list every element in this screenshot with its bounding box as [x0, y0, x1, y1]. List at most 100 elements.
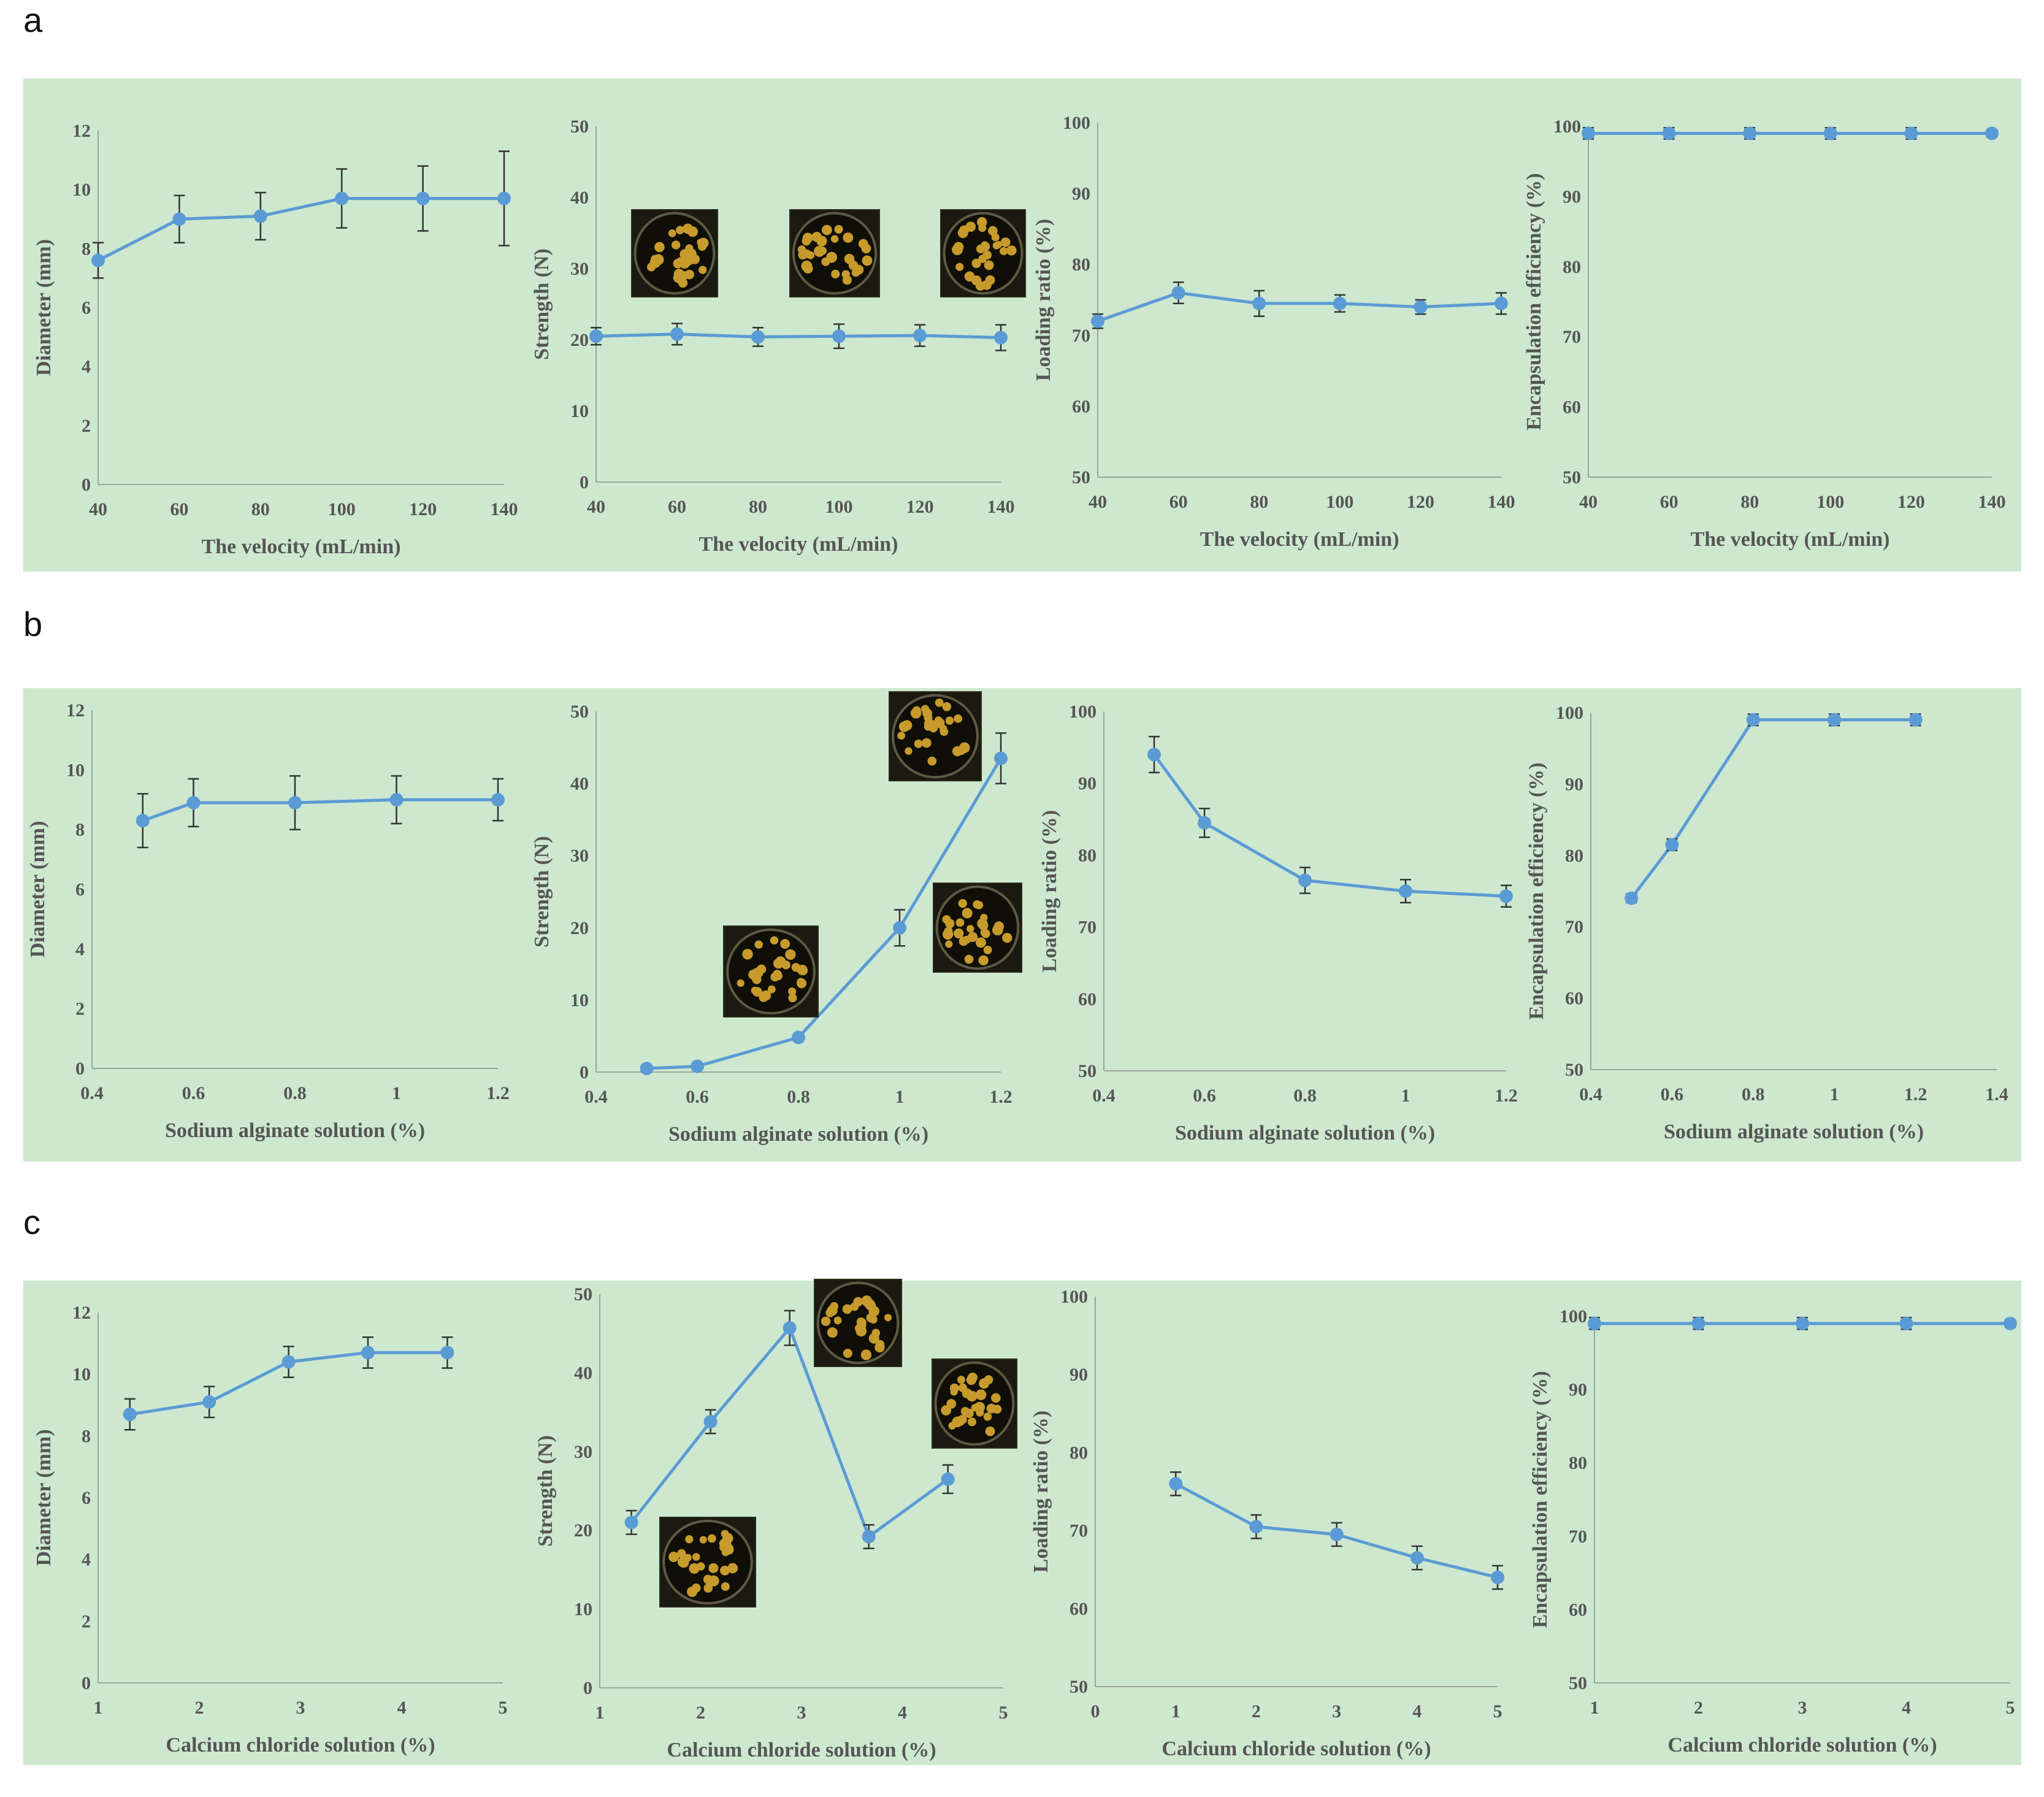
y-tick-label: 6: [82, 298, 91, 318]
data-point: [1823, 126, 1837, 140]
x-tick-label: 120: [1897, 492, 1925, 512]
data-point: [640, 1062, 654, 1076]
y-tick-label: 50: [1072, 467, 1090, 488]
x-tick-label: 1.2: [1904, 1084, 1927, 1105]
y-tick-label: 20: [570, 918, 589, 938]
data-point: [1588, 1316, 1601, 1330]
data-point: [893, 921, 906, 935]
petri-dish-photo: [940, 209, 1026, 297]
row-a-band: [23, 79, 2021, 572]
data-point: [1198, 816, 1211, 830]
y-tick-label: 100: [1063, 113, 1090, 133]
y-tick-label: 6: [75, 879, 85, 900]
y-tick-label: 0: [82, 475, 91, 495]
x-tick-label: 40: [89, 499, 107, 519]
y-tick-label: 0: [580, 1062, 589, 1082]
data-point: [1499, 889, 1513, 903]
y-tick-label: 70: [1072, 326, 1090, 346]
y-tick-label: 50: [1565, 1060, 1583, 1080]
y-tick-label: 100: [1560, 1306, 1587, 1327]
y-tick-label: 60: [1563, 397, 1581, 418]
data-point: [1796, 1316, 1809, 1330]
x-tick-label: 60: [170, 499, 188, 519]
x-axis-title: The velocity (mL/min): [1691, 528, 1890, 551]
x-tick-label: 0.8: [283, 1083, 307, 1103]
x-tick-label: 3: [797, 1703, 806, 1723]
x-tick-label: 1.4: [1985, 1084, 2008, 1105]
y-tick-label: 70: [1565, 917, 1583, 937]
petri-dish-photo: [889, 691, 982, 781]
y-tick-label: 50: [1070, 1677, 1088, 1697]
x-tick-label: 0.6: [686, 1087, 709, 1107]
y-tick-label: 90: [1070, 1365, 1088, 1385]
chart-b4: 50 60 70 80 90 100 0.4 0.6 0.8 1 1.2 1.4 Sodium algi…: [1525, 703, 2008, 1143]
x-tick-label: 0.8: [1742, 1084, 1765, 1105]
y-tick-label: 90: [1078, 773, 1097, 794]
data-point: [1662, 126, 1676, 140]
y-tick-label: 100: [1556, 703, 1583, 723]
y-tick-label: 0: [82, 1673, 91, 1693]
x-tick-label: 3: [1332, 1701, 1341, 1722]
x-tick-label: 1.2: [989, 1087, 1012, 1107]
y-axis-title: Loading ratio (%): [1038, 810, 1061, 972]
panel-label-b: b: [23, 605, 43, 643]
data-point: [1491, 1570, 1504, 1584]
data-point: [751, 330, 765, 344]
chart-b3: 50 60 70 80 90 100 0.4 0.6 0.8 1 1.2 Sodium alginat…: [1038, 702, 1518, 1144]
data-point: [136, 814, 150, 828]
x-tick-label: 140: [987, 497, 1015, 517]
x-tick-label: 3: [296, 1698, 305, 1718]
petri-dish-photo: [659, 1517, 756, 1607]
data-point: [1330, 1527, 1344, 1541]
x-axis-title: Sodium alginate solution (%): [668, 1123, 928, 1146]
panel-label-c: c: [23, 1203, 40, 1241]
x-tick-label: 140: [1488, 492, 1515, 512]
y-tick-label: 4: [75, 939, 85, 959]
y-tick-label: 80: [1078, 845, 1097, 865]
y-tick-label: 100: [1553, 117, 1581, 137]
x-tick-label: 0.4: [80, 1083, 104, 1103]
x-axis-title: Calcium chloride solution (%): [1667, 1734, 1937, 1757]
data-point: [416, 191, 430, 205]
x-axis-title: Calcium chloride solution (%): [166, 1734, 435, 1757]
y-axis-title: Loading ratio (%): [1032, 219, 1055, 381]
data-point: [913, 329, 927, 343]
x-tick-label: 4: [1902, 1698, 1911, 1718]
y-tick-label: 70: [1078, 918, 1097, 938]
y-tick-label: 30: [570, 259, 589, 279]
y-tick-label: 6: [82, 1488, 91, 1508]
y-tick-label: 4: [82, 357, 91, 377]
data-point: [1985, 126, 1999, 140]
y-tick-label: 10: [570, 401, 589, 421]
x-tick-label: 120: [409, 499, 437, 519]
x-tick-label: 1: [1590, 1698, 1599, 1718]
y-tick-label: 10: [72, 1365, 91, 1385]
data-point: [1414, 300, 1428, 314]
x-tick-label: 80: [1740, 492, 1759, 512]
y-tick-label: 50: [570, 117, 589, 137]
y-tick-label: 90: [1072, 184, 1090, 204]
chart-a1: 0 2 4 6 8 10 12 40 60 80 100 120 140 The velocity (mL…: [33, 121, 518, 558]
x-tick-label: 5: [1493, 1701, 1502, 1722]
petri-dish-photo: [933, 883, 1022, 973]
y-tick-label: 4: [82, 1550, 91, 1570]
x-tick-label: 40: [587, 497, 605, 517]
data-point: [1582, 126, 1595, 140]
x-tick-label: 1: [94, 1698, 103, 1718]
y-axis-title: Encapsulation efficiency (%): [1525, 762, 1548, 1019]
x-tick-label: 0.8: [787, 1087, 810, 1107]
x-tick-label: 1: [392, 1083, 401, 1103]
x-tick-label: 0.4: [1092, 1086, 1116, 1106]
data-point: [1091, 314, 1104, 328]
x-tick-label: 1: [1401, 1086, 1411, 1106]
y-tick-label: 40: [570, 774, 589, 794]
y-tick-label: 50: [1563, 467, 1581, 488]
x-tick-label: 140: [491, 499, 518, 519]
y-tick-label: 30: [574, 1442, 592, 1462]
data-point: [288, 795, 302, 810]
x-tick-label: 0.6: [182, 1083, 205, 1103]
data-point: [670, 327, 684, 341]
y-tick-label: 80: [1072, 255, 1090, 275]
y-tick-label: 80: [1565, 846, 1583, 866]
